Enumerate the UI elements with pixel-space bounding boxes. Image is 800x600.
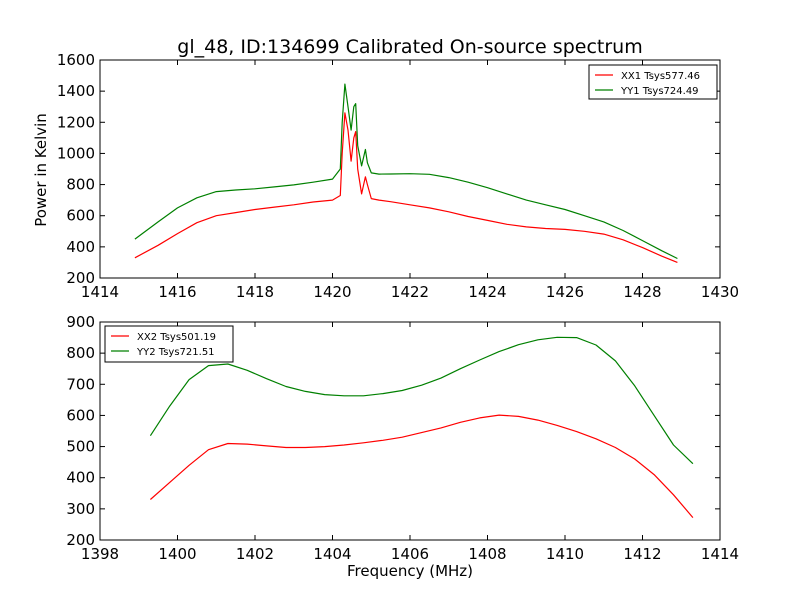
bottom-x-tick-label: 1412 <box>623 545 661 563</box>
bottom-legend-box <box>104 325 234 363</box>
top-legend-label: YY1 Tsys724.49 <box>620 86 699 97</box>
top-y-tick-label: 400 <box>66 238 95 256</box>
x-axis-label: Frequency (MHz) <box>347 562 473 580</box>
figure-title: gl_48, ID:134699 Calibrated On-source sp… <box>177 36 642 58</box>
bottom-x-tick-label: 1398 <box>81 545 119 563</box>
bottom-series-line-2 <box>149 336 694 465</box>
top-x-tick-label: 1416 <box>158 283 196 301</box>
bottom-x-tick-label: 1404 <box>313 545 351 563</box>
top-legend-box <box>588 64 718 100</box>
top-x-tick-label: 1430 <box>701 283 739 301</box>
bottom-y-tick-label: 400 <box>66 469 95 487</box>
top-legend: XX1 Tsys577.46 YY1 Tsys724.49 <box>588 64 718 100</box>
top-series-line-1 <box>134 112 678 263</box>
bottom-series-line-1 <box>150 414 694 518</box>
y-axis-label: Power in Kelvin <box>32 113 50 227</box>
top-y-tick-label: 800 <box>66 176 95 194</box>
bottom-plot: 1398 1400 1402 1404 1406 1408 1410 1412 1414 200 3… <box>66 313 739 563</box>
bottom-x-tick-label: 1406 <box>391 545 429 563</box>
top-x-tick-label: 1424 <box>468 283 506 301</box>
bottom-x-tick-label: 1414 <box>701 545 739 563</box>
bottom-y-tick-label: 900 <box>66 313 95 331</box>
bottom-x-tick-label: 1402 <box>236 545 274 563</box>
top-y-tick-label: 1200 <box>57 113 95 131</box>
top-series-line-2 <box>134 83 678 260</box>
top-x-tick-label: 1426 <box>546 283 584 301</box>
bottom-y-tick-label: 600 <box>66 406 95 424</box>
bottom-x-tick-label: 1410 <box>546 545 584 563</box>
bottom-y-tick-label: 300 <box>66 500 95 518</box>
top-plot: 1414 1416 1418 1420 1422 1424 1426 1428 1430 200 4… <box>57 51 739 301</box>
top-y-tick-label: 1600 <box>57 51 95 69</box>
top-y-tick-label: 600 <box>66 207 95 225</box>
bottom-y-tick-label: 700 <box>66 375 95 393</box>
top-y-tick-label: 1000 <box>57 144 95 162</box>
bottom-x-tick-label: 1400 <box>158 545 196 563</box>
bottom-legend-label: XX2 Tsys501.19 <box>137 332 216 343</box>
top-x-tick-label: 1418 <box>236 283 274 301</box>
top-legend-label: XX1 Tsys577.46 <box>621 71 700 82</box>
bottom-y-tick-label: 200 <box>66 531 95 549</box>
bottom-legend-label: YY2 Tsys721.51 <box>136 347 215 358</box>
top-x-tick-label: 1420 <box>313 283 351 301</box>
top-x-tick-label: 1428 <box>623 283 661 301</box>
top-x-tick-label: 1414 <box>81 283 119 301</box>
top-y-tick-label: 1400 <box>57 82 95 100</box>
bottom-y-tick-label: 500 <box>66 438 95 456</box>
top-y-tick-label: 200 <box>66 269 95 287</box>
bottom-legend: XX2 Tsys501.19 YY2 Tsys721.51 <box>104 325 234 363</box>
top-x-tick-label: 1422 <box>391 283 429 301</box>
bottom-y-tick-label: 800 <box>66 344 95 362</box>
bottom-x-tick-label: 1408 <box>468 545 506 563</box>
